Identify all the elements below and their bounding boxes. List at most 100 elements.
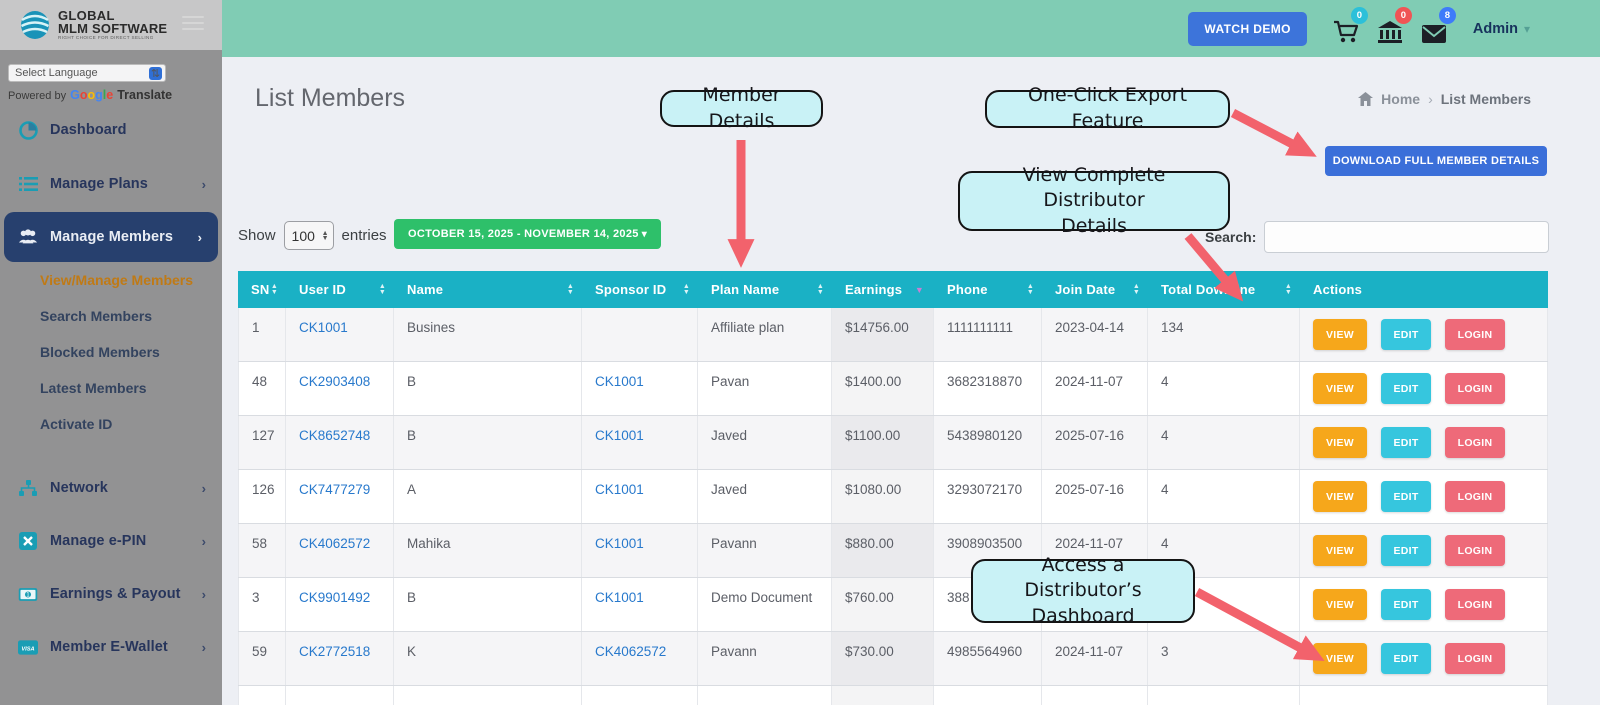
sidebar-item-earnings-payout[interactable]: 1 Earnings & Payout › bbox=[0, 580, 222, 608]
view-button[interactable]: VIEW bbox=[1313, 427, 1367, 458]
cell-earnings: $1080.00 bbox=[832, 470, 934, 523]
column-header-sn[interactable]: SN ▲ ▼ bbox=[238, 271, 286, 308]
user-id-link[interactable]: CK8652748 bbox=[299, 428, 371, 443]
cell-empty bbox=[934, 686, 1042, 705]
column-header-earnings[interactable]: Earnings ▼ bbox=[832, 271, 934, 308]
sidebar-subitem-blocked-members[interactable]: Blocked Members bbox=[40, 344, 160, 360]
cell-earnings: $1100.00 bbox=[832, 416, 934, 469]
login-button[interactable]: LOGIN bbox=[1445, 427, 1505, 458]
mail-button[interactable]: 8 bbox=[1419, 6, 1456, 44]
sidebar-item-manage-e-pin[interactable]: Manage e-PIN › bbox=[0, 527, 222, 555]
view-button[interactable]: VIEW bbox=[1313, 319, 1367, 350]
login-button[interactable]: LOGIN bbox=[1445, 319, 1505, 350]
column-header-plan-name[interactable]: Plan Name ▲ ▼ bbox=[698, 271, 832, 308]
edit-button[interactable]: EDIT bbox=[1381, 481, 1431, 512]
edit-button[interactable]: EDIT bbox=[1381, 427, 1431, 458]
user-id-link[interactable]: CK7477279 bbox=[299, 482, 371, 497]
column-header-label: Phone bbox=[947, 282, 988, 297]
admin-menu[interactable]: Admin ▾ bbox=[1473, 21, 1530, 37]
cell-user_id: CK2903408 bbox=[286, 362, 394, 415]
login-button[interactable]: LOGIN bbox=[1445, 643, 1505, 674]
sponsor-id-link[interactable]: CK1001 bbox=[595, 536, 644, 551]
sponsor-id-link[interactable]: CK1001 bbox=[595, 590, 644, 605]
cell-downline: 4 bbox=[1148, 416, 1300, 469]
entries-per-page-value: 100 bbox=[291, 227, 315, 244]
brand-name-line1: GLOBAL bbox=[58, 7, 115, 23]
breadcrumb-home-link[interactable]: Home bbox=[1381, 91, 1421, 107]
sidebar-subitem-view-manage-members[interactable]: View/Manage Members bbox=[40, 272, 194, 288]
cell-plan: Pavann bbox=[698, 524, 832, 577]
login-button[interactable]: LOGIN bbox=[1445, 589, 1505, 620]
date-range-button[interactable]: OCTOBER 15, 2025 - NOVEMBER 14, 2025 bbox=[394, 219, 662, 249]
column-header-name[interactable]: Name ▲ ▼ bbox=[394, 271, 582, 308]
login-button[interactable]: LOGIN bbox=[1445, 535, 1505, 566]
cell-empty bbox=[286, 686, 394, 705]
cart-button[interactable]: 0 bbox=[1331, 6, 1368, 44]
cell-join_date: 2023-04-14 bbox=[1042, 308, 1148, 361]
sidebar-subitem-latest-members[interactable]: Latest Members bbox=[40, 380, 147, 396]
bank-button[interactable]: 0 bbox=[1375, 6, 1412, 44]
hamburger-menu-icon[interactable] bbox=[182, 12, 204, 34]
cell-sn: 59 bbox=[238, 632, 286, 685]
column-header-label: Total Downline bbox=[1161, 282, 1256, 297]
sidebar-subitem-activate-id[interactable]: Activate ID bbox=[40, 416, 113, 432]
cell-name: B bbox=[394, 578, 582, 631]
cell-empty bbox=[1042, 686, 1148, 705]
show-label: Show bbox=[238, 227, 276, 244]
cell-user_id: CK1001 bbox=[286, 308, 394, 361]
cell-phone: 5438980120 bbox=[934, 416, 1042, 469]
cell-actions: VIEW EDIT LOGIN bbox=[1300, 524, 1548, 577]
sidebar-item-label: Manage Members bbox=[50, 229, 174, 245]
sidebar-item-manage-members[interactable]: Manage Members › bbox=[4, 212, 218, 262]
sponsor-id-link[interactable]: CK1001 bbox=[595, 428, 644, 443]
cell-downline: 3 bbox=[1148, 632, 1300, 685]
column-header-user-id[interactable]: User ID ▲ ▼ bbox=[286, 271, 394, 308]
download-full-member-details-button[interactable]: DOWNLOAD FULL MEMBER DETAILS bbox=[1325, 146, 1547, 176]
view-button[interactable]: VIEW bbox=[1313, 373, 1367, 404]
view-button[interactable]: VIEW bbox=[1313, 589, 1367, 620]
user-id-link[interactable]: CK4062572 bbox=[299, 536, 371, 551]
table-row: 3 CK9901492 B CK1001 Demo Document $760.00 388… bbox=[238, 578, 1548, 632]
user-id-link[interactable]: CK9901492 bbox=[299, 590, 371, 605]
sidebar-item-manage-plans[interactable]: Manage Plans › bbox=[0, 170, 222, 198]
entries-per-page-select[interactable]: 100 ▲ ▼ bbox=[283, 221, 334, 250]
translate-label: Translate bbox=[117, 88, 173, 102]
sidebar-item-dashboard[interactable]: Dashboard bbox=[0, 116, 222, 144]
view-button[interactable]: VIEW bbox=[1313, 481, 1367, 512]
language-selector[interactable]: Select Language ⇅ bbox=[8, 64, 166, 82]
user-id-link[interactable]: CK1001 bbox=[299, 320, 348, 335]
cell-downline: 4 bbox=[1148, 362, 1300, 415]
login-button[interactable]: LOGIN bbox=[1445, 481, 1505, 512]
user-id-link[interactable]: CK2772518 bbox=[299, 644, 371, 659]
column-header-sponsor-id[interactable]: Sponsor ID ▲ ▼ bbox=[582, 271, 698, 308]
cell-user_id: CK9901492 bbox=[286, 578, 394, 631]
user-id-link[interactable]: CK2903408 bbox=[299, 374, 371, 389]
column-header-total-downline[interactable]: Total Downline ▲ ▼ bbox=[1148, 271, 1300, 308]
sponsor-id-link[interactable]: CK4062572 bbox=[595, 644, 667, 659]
column-header-join-date[interactable]: Join Date ▲ ▼ bbox=[1042, 271, 1148, 308]
cell-sponsor_id: CK1001 bbox=[582, 524, 698, 577]
cell-join_date: 2024-11-07 bbox=[1042, 632, 1148, 685]
column-header-phone[interactable]: Phone ▲ ▼ bbox=[934, 271, 1042, 308]
watch-demo-button[interactable]: WATCH DEMO bbox=[1188, 11, 1307, 46]
cell-earnings: $14756.00 bbox=[832, 308, 934, 361]
cell-plan: Pavann bbox=[698, 632, 832, 685]
sponsor-id-link[interactable]: CK1001 bbox=[595, 374, 644, 389]
edit-button[interactable]: EDIT bbox=[1381, 373, 1431, 404]
edit-button[interactable]: EDIT bbox=[1381, 589, 1431, 620]
view-button[interactable]: VIEW bbox=[1313, 535, 1367, 566]
edit-button[interactable]: EDIT bbox=[1381, 535, 1431, 566]
sponsor-id-link[interactable]: CK1001 bbox=[595, 482, 644, 497]
cell-sn: 127 bbox=[238, 416, 286, 469]
search-input[interactable] bbox=[1264, 221, 1550, 253]
sidebar-item-member-e-wallet[interactable]: VISA Member E-Wallet › bbox=[0, 633, 222, 661]
sidebar-subitem-search-members[interactable]: Search Members bbox=[40, 308, 153, 324]
cell-downline: 4 bbox=[1148, 524, 1300, 577]
table-row: 1 CK1001 Busines Affiliate plan $14756.00 111… bbox=[238, 308, 1548, 362]
edit-button[interactable]: EDIT bbox=[1381, 643, 1431, 674]
sidebar-item-network[interactable]: Network › bbox=[0, 474, 222, 502]
edit-button[interactable]: EDIT bbox=[1381, 319, 1431, 350]
login-button[interactable]: LOGIN bbox=[1445, 373, 1505, 404]
view-button[interactable]: VIEW bbox=[1313, 643, 1367, 674]
cell-actions: VIEW EDIT LOGIN bbox=[1300, 362, 1548, 415]
